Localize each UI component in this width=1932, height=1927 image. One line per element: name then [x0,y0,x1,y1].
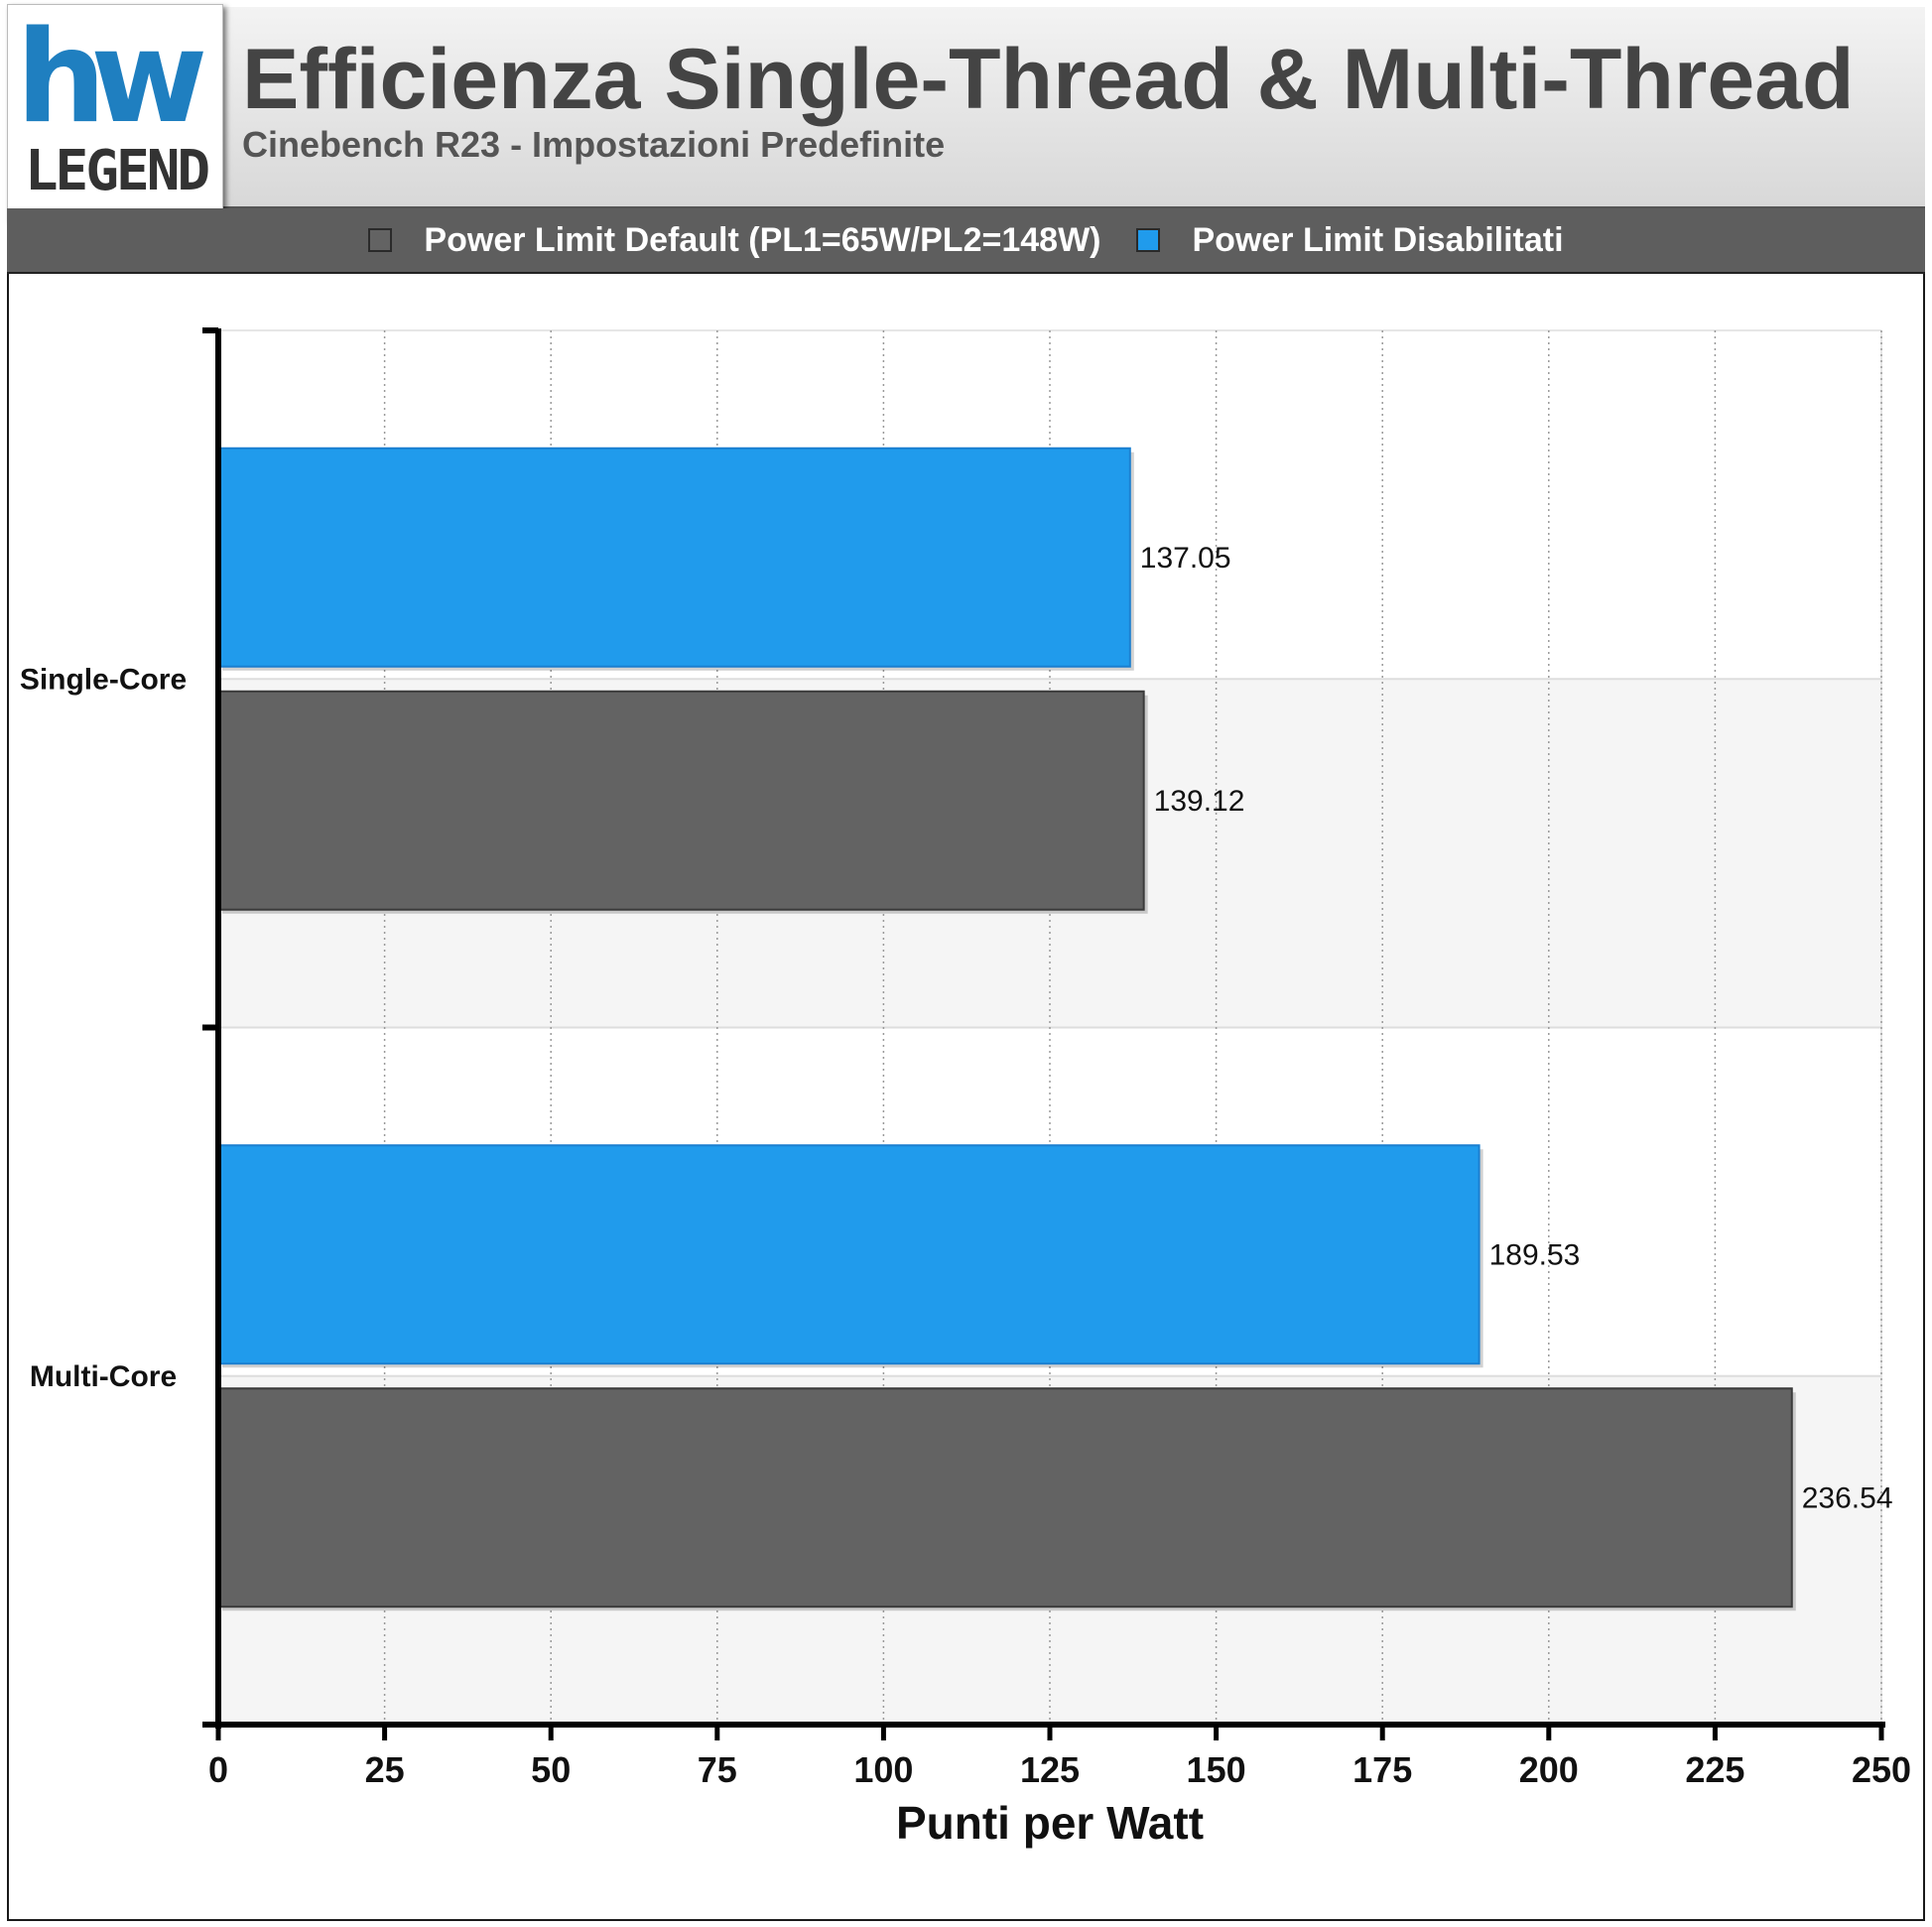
x-tick-label: 25 [365,1749,405,1790]
x-tick-label: 100 [853,1749,913,1790]
bar-value-label: 189.53 [1489,1238,1581,1271]
hwlegend-logo: hw LEGEND [7,4,223,220]
x-tick-label: 0 [208,1749,228,1790]
x-axis-title: Punti per Watt [896,1797,1204,1849]
logo-mark: hw [16,4,207,152]
x-tick-label: 200 [1519,1749,1579,1790]
legend-swatch-disabled [1136,228,1161,252]
x-tick-label: 225 [1685,1749,1744,1790]
chart-title: Efficienza Single-Thread & Multi-Thread [242,32,1855,127]
logo-wordmark: LEGEND [24,139,210,203]
x-tick-label: 150 [1187,1749,1246,1790]
x-tick-label: 125 [1020,1749,1080,1790]
x-tick-label: 175 [1352,1749,1412,1790]
legend-item-disabled[interactable]: Power Limit Disabilitati [1136,220,1564,260]
chart-header [7,7,1925,208]
x-tick-label: 250 [1852,1749,1911,1790]
bar-value-label: 236.54 [1802,1481,1893,1514]
chart-legend: Power Limit Default (PL1=65W/PL2=148W) P… [7,208,1925,274]
bar-multi-core-disabled[interactable] [217,1144,1481,1365]
bar-multi-core-default[interactable] [217,1387,1793,1608]
bar-single-core-default[interactable] [217,690,1145,911]
chart-subtitle: Cinebench R23 - Impostazioni Predefinite [242,124,946,165]
y-category-label: Multi-Core [30,1360,177,1393]
legend-label-disabled: Power Limit Disabilitati [1192,220,1564,259]
bar-single-core-disabled[interactable] [217,447,1131,668]
bar-value-label: 137.05 [1140,542,1231,575]
x-tick-label: 50 [531,1749,571,1790]
bar-value-label: 139.12 [1154,785,1245,818]
legend-item-default[interactable]: Power Limit Default (PL1=65W/PL2=148W) [368,221,1100,260]
x-tick-label: 75 [698,1749,737,1790]
y-category-label: Single-Core [20,663,187,696]
legend-label-default: Power Limit Default (PL1=65W/PL2=148W) [424,220,1101,259]
legend-swatch-default [368,228,393,252]
